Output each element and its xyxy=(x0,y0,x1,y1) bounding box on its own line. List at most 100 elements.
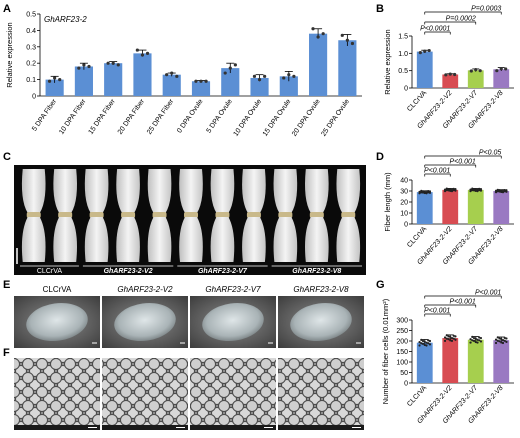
y-axis-label: Fiber length (mm) xyxy=(383,172,392,232)
data-point xyxy=(47,79,52,83)
data-point xyxy=(478,336,481,339)
x-tick-label: CLCrVA xyxy=(406,384,428,408)
bar xyxy=(442,74,459,88)
data-point xyxy=(340,33,344,37)
y-tick-label: 0 xyxy=(404,222,408,229)
data-point xyxy=(479,188,483,191)
bar xyxy=(493,191,510,224)
data-point xyxy=(503,336,506,339)
bar xyxy=(279,76,298,96)
data-point xyxy=(474,188,477,191)
data-point xyxy=(445,334,448,337)
data-point xyxy=(418,341,421,344)
data-point xyxy=(445,189,448,192)
ovule-photo-panel xyxy=(14,296,364,348)
data-point xyxy=(425,344,428,347)
significance-label: P<0.001 xyxy=(475,290,501,297)
ovule-shape xyxy=(290,302,352,342)
y-tick-label: 0.5 xyxy=(398,68,408,75)
data-point xyxy=(194,79,198,83)
data-point xyxy=(418,190,421,193)
data-point xyxy=(77,66,81,70)
significance-label: P<0.001 xyxy=(449,159,475,166)
data-point xyxy=(454,338,457,341)
data-point xyxy=(472,189,476,192)
data-point xyxy=(252,74,257,78)
bar xyxy=(467,70,484,88)
significance-label: P=0.0003 xyxy=(471,6,501,13)
data-point xyxy=(427,191,430,194)
data-point xyxy=(421,342,425,345)
significance-label: P<0.001 xyxy=(449,299,475,306)
group-label: CLCrVA xyxy=(37,268,62,275)
seed-band xyxy=(58,212,73,218)
sem-info-bar xyxy=(102,425,188,430)
ovule-label: CLCrVA xyxy=(43,285,72,294)
data-point xyxy=(505,189,508,192)
data-point xyxy=(447,189,450,192)
bar xyxy=(74,66,93,96)
data-point xyxy=(505,340,508,343)
data-point xyxy=(479,189,483,192)
data-point xyxy=(500,189,503,192)
group-label: GhARF23-2-V8 xyxy=(292,268,341,275)
y-tick-label: 0.5 xyxy=(26,12,36,19)
ovule-shape xyxy=(202,302,264,342)
bar xyxy=(442,338,459,383)
data-point xyxy=(453,72,457,77)
significance-label: P=0.0002 xyxy=(446,16,476,23)
significance-label: P<0.0001 xyxy=(420,26,450,33)
bar xyxy=(493,340,510,383)
bar xyxy=(162,74,181,96)
y-axis-label: Relative expression xyxy=(5,22,14,87)
ovule-label: GhARF23-2-V8 xyxy=(293,285,349,294)
ovule-label: GhARF23-2-V7 xyxy=(205,285,261,294)
panel-letter-b: B xyxy=(376,3,384,15)
y-tick-label: 100 xyxy=(396,360,408,367)
seed-band xyxy=(278,212,293,218)
panel-letter-f: F xyxy=(3,347,10,359)
fiber-bundle xyxy=(273,169,298,213)
fiber-bundle xyxy=(305,169,329,213)
data-point xyxy=(472,336,476,340)
data-point xyxy=(478,69,482,73)
data-point xyxy=(223,71,227,75)
fiber-bundle xyxy=(242,217,266,262)
fiber-bundle xyxy=(242,169,266,213)
data-point xyxy=(494,338,498,341)
panel-letter-a: A xyxy=(3,3,11,15)
panel-letter-g: G xyxy=(376,279,385,291)
data-point xyxy=(447,335,450,338)
sem-info-bar xyxy=(190,425,276,430)
data-point xyxy=(425,192,428,195)
data-point xyxy=(496,336,499,339)
data-point xyxy=(469,188,472,191)
ovule-photo-labels: CLCrVA GhARF23-2-V2 GhARF23-2-V7 GhARF23-2-… xyxy=(43,285,349,294)
y-tick-label: 0.4 xyxy=(26,28,36,35)
y-tick-label: 20 xyxy=(400,200,408,207)
data-point xyxy=(496,188,499,191)
data-point xyxy=(420,342,423,345)
panel-letter-d: D xyxy=(376,151,384,163)
seed-band xyxy=(121,212,136,218)
bar xyxy=(416,192,433,224)
sem-info-bar xyxy=(14,425,100,430)
data-point xyxy=(474,68,478,72)
panel-letter-e: E xyxy=(3,279,10,291)
data-point xyxy=(116,63,120,67)
seed-band xyxy=(26,212,41,218)
sem-info-bar xyxy=(278,425,364,430)
fiber-bundle xyxy=(179,169,203,213)
data-point xyxy=(469,341,472,344)
bar xyxy=(250,77,269,96)
bar xyxy=(309,33,328,96)
data-point xyxy=(496,339,499,342)
y-tick-label: 250 xyxy=(396,328,408,335)
group-label: GhARF23-2-V2 xyxy=(104,268,153,275)
data-point xyxy=(471,339,474,342)
x-tick-label: 15 DPA Fiber xyxy=(87,98,117,136)
data-point xyxy=(443,339,447,342)
y-tick-label: 0.1 xyxy=(26,77,36,84)
significance-label: P<0.05 xyxy=(479,150,501,157)
ovule-shape xyxy=(114,302,176,342)
